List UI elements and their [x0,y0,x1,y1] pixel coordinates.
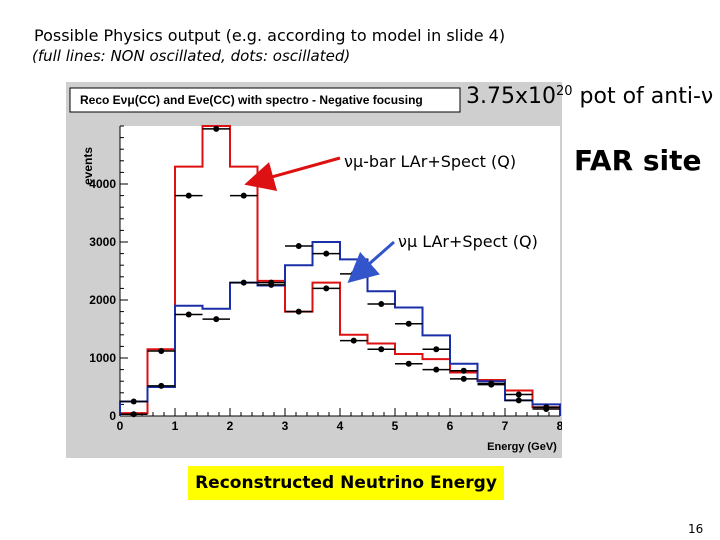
data-point [405,360,412,367]
data-point [460,375,467,382]
title-box [69,87,461,113]
x-tick-label: 0 [117,419,124,433]
chart-title: Reco Eνμ(CC) and Eνe(CC) with spectro - … [80,93,423,107]
data-point [350,337,357,344]
data-point [268,281,275,288]
data-point [130,398,137,405]
data-point [213,316,220,323]
data-point [295,243,302,250]
x-tick-label: 1 [172,419,179,433]
data-point [323,250,330,257]
arrow-numubar [244,156,341,192]
reconstructed-energy-label: Reconstructed Neutrino Energy [188,466,504,500]
axes-area [120,126,560,416]
y-tick-label: 4000 [89,177,116,191]
data-point [323,285,330,292]
x-axis-label: Energy (GeV) [487,441,557,453]
data-point [460,367,467,374]
y-tick-label: 3000 [89,235,116,249]
data-point [130,411,137,418]
data-point [433,366,440,373]
data-point [378,301,385,308]
data-point [158,348,165,355]
far-site-label: FAR site [566,144,710,177]
pot-suffix: pot of anti-ν [572,84,714,109]
annotation-numu: νμ LAr+Spect (Q) [398,232,538,251]
data-point [378,346,385,353]
annotation-numubar: νμ-bar LAr+Spect (Q) [344,152,517,171]
x-tick-label: 8 [557,419,562,433]
data-point [240,192,247,199]
x-tick-label: 5 [392,419,399,433]
data-point [185,311,192,318]
data-point [543,404,550,411]
data-point [405,320,412,327]
pot-exponent: 20 [556,84,573,99]
x-tick-label: 7 [502,419,509,433]
x-tick-label: 2 [227,419,234,433]
histogram-chart: Reco Eνμ(CC) and Eνe(CC) with spectro - … [69,87,562,453]
x-tick-label: 4 [337,419,344,433]
slide-title: Possible Physics output (e.g. according … [34,26,506,45]
data-point [158,382,165,389]
arrow-numu [347,240,395,283]
data-point [515,397,522,404]
pot-mantissa: 3.75x10 [466,84,556,109]
data-point [240,279,247,286]
pot-label: 3.75x1020 pot of anti-ν [466,84,713,109]
data-point [488,381,495,388]
y-tick-label: 1000 [89,351,116,365]
slide-subtitle: (full lines: NON oscillated, dots: oscil… [32,47,351,65]
data-point [213,125,220,132]
data-point [185,192,192,199]
series-step-red [119,125,561,416]
y-tick-label: 0 [109,409,116,423]
data-point [295,308,302,315]
y-tick-label: 2000 [89,293,116,307]
x-tick-label: 6 [447,419,454,433]
x-tick-label: 3 [282,419,289,433]
y-axis-label: events [81,147,95,185]
data-point [515,391,522,398]
page-number: 16 [688,522,704,536]
data-point [433,346,440,353]
